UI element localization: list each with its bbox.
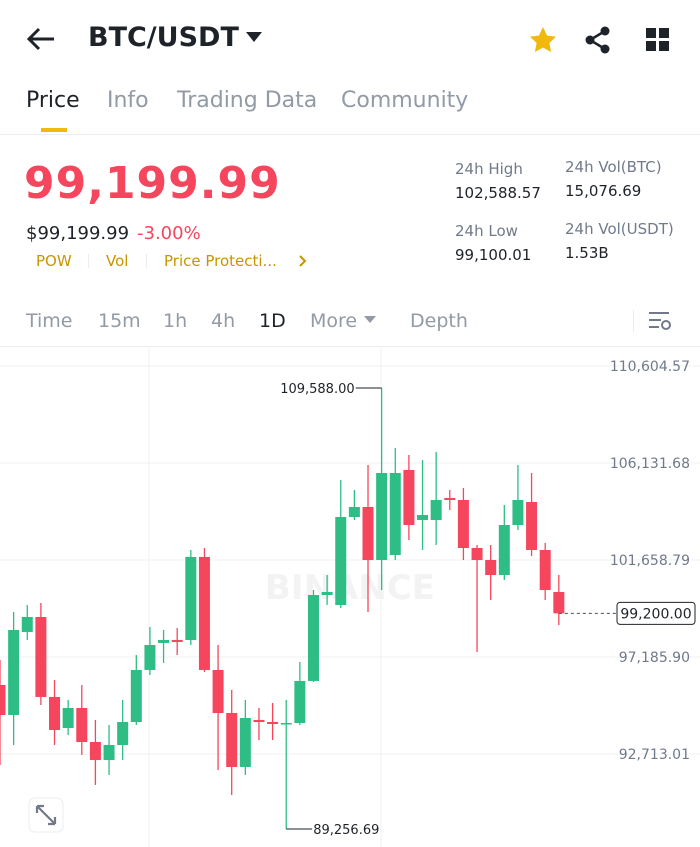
interval-more[interactable]: More <box>310 310 358 332</box>
low-label: 89,256.69 <box>313 823 379 838</box>
candle-body <box>498 525 510 576</box>
stat-label: 24h Vol(BTC) <box>565 158 662 176</box>
candle-body <box>553 592 565 614</box>
sep <box>88 254 89 268</box>
candle-body <box>158 639 170 643</box>
tab-indicator <box>41 128 67 132</box>
high-label: 109,588.00 <box>280 382 354 397</box>
candle-body <box>294 680 306 723</box>
candle-body <box>403 469 415 526</box>
y-tick-label: 97,185.90 <box>619 650 690 666</box>
candle-body <box>376 473 388 561</box>
tab[interactable]: Trading Data <box>177 88 318 113</box>
stat-label: 24h Low <box>455 222 518 240</box>
candle-body <box>253 719 265 722</box>
pair-dropdown[interactable] <box>246 32 262 44</box>
candle-body <box>348 507 360 518</box>
candle-body <box>471 547 483 561</box>
candle-body <box>49 696 61 730</box>
candle-body <box>362 507 374 561</box>
candle-body <box>239 717 251 767</box>
tab-active[interactable]: Price <box>26 88 80 113</box>
candle-body <box>8 629 20 715</box>
chart-settings[interactable] <box>648 310 672 332</box>
candle-body <box>62 707 74 728</box>
more-dropdown <box>364 316 376 323</box>
candle-body <box>267 721 279 724</box>
divider <box>0 346 700 347</box>
stat-value: 102,588.57 <box>455 184 541 202</box>
pair-title[interactable]: BTC/USDT <box>88 22 239 53</box>
sep <box>146 254 147 268</box>
price-change: -3.00% <box>137 223 201 244</box>
stat-label: 24h Vol(USDT) <box>565 220 674 238</box>
current-price-label: 99,200.00 <box>620 606 691 622</box>
watermark: BINANCE <box>265 568 435 608</box>
candle-body <box>389 473 401 556</box>
candle-body <box>144 644 156 670</box>
candle-body <box>130 669 142 722</box>
candle-body <box>226 712 238 767</box>
stat-value: 1.53B <box>565 244 609 262</box>
candle-body <box>335 517 347 605</box>
candle-body <box>280 722 292 725</box>
candle-body <box>103 744 115 760</box>
candle-body <box>430 500 442 521</box>
expand-button[interactable] <box>28 797 64 833</box>
candlestick-chart: 110,604.57 106,131.68 101,658.79 97,185.90 9… <box>0 347 700 847</box>
y-tick-label: 101,658.79 <box>610 553 690 569</box>
interval[interactable]: 1h <box>163 310 188 332</box>
sep <box>633 310 634 332</box>
tab[interactable]: Community <box>341 88 469 113</box>
tag[interactable]: POW <box>36 252 72 270</box>
y-tick-label: 92,713.01 <box>619 747 690 763</box>
grid-menu[interactable] <box>646 28 670 52</box>
candle-body <box>212 669 224 713</box>
tag[interactable]: Vol <box>106 252 129 270</box>
divider <box>0 134 700 135</box>
interval[interactable]: 4h <box>211 310 236 332</box>
candle-body <box>35 616 47 697</box>
candle-body <box>417 515 429 521</box>
stat-value: 15,076.69 <box>565 182 642 200</box>
interval-active[interactable]: 1D <box>259 310 286 332</box>
candle-body <box>171 639 183 642</box>
back-button[interactable] <box>26 26 56 52</box>
tag-arrow <box>299 255 307 267</box>
last-price: 99,199.99 <box>24 158 281 209</box>
candle-body <box>0 684 6 715</box>
tag[interactable]: Price Protecti... <box>164 252 277 270</box>
candle-body <box>198 556 210 670</box>
tab[interactable]: Info <box>107 88 149 113</box>
candle-body <box>512 500 524 526</box>
candle-body <box>444 498 456 501</box>
y-tick-label: 110,604.57 <box>610 359 690 375</box>
candle-body <box>321 592 333 595</box>
stat-value: 99,100.01 <box>455 246 532 264</box>
candle-body <box>21 616 33 632</box>
candle-body <box>307 594 319 681</box>
candle-body <box>76 707 88 742</box>
current-price-box <box>616 601 696 625</box>
share-button[interactable] <box>584 26 612 54</box>
interval[interactable]: Depth <box>410 310 468 332</box>
candle-body <box>117 721 129 745</box>
candle-body <box>89 741 101 760</box>
usd-price: $99,199.99 <box>26 223 130 244</box>
candle-body <box>457 500 469 548</box>
candle-body <box>539 549 551 591</box>
y-tick-label: 106,131.68 <box>610 456 690 472</box>
candle-body <box>185 556 197 640</box>
stat-label: 24h High <box>455 160 523 178</box>
interval[interactable]: 15m <box>98 310 141 332</box>
interval[interactable]: Time <box>26 310 73 332</box>
candle-body <box>526 501 538 550</box>
candle-body <box>485 560 497 576</box>
favorite-star[interactable] <box>529 26 557 53</box>
